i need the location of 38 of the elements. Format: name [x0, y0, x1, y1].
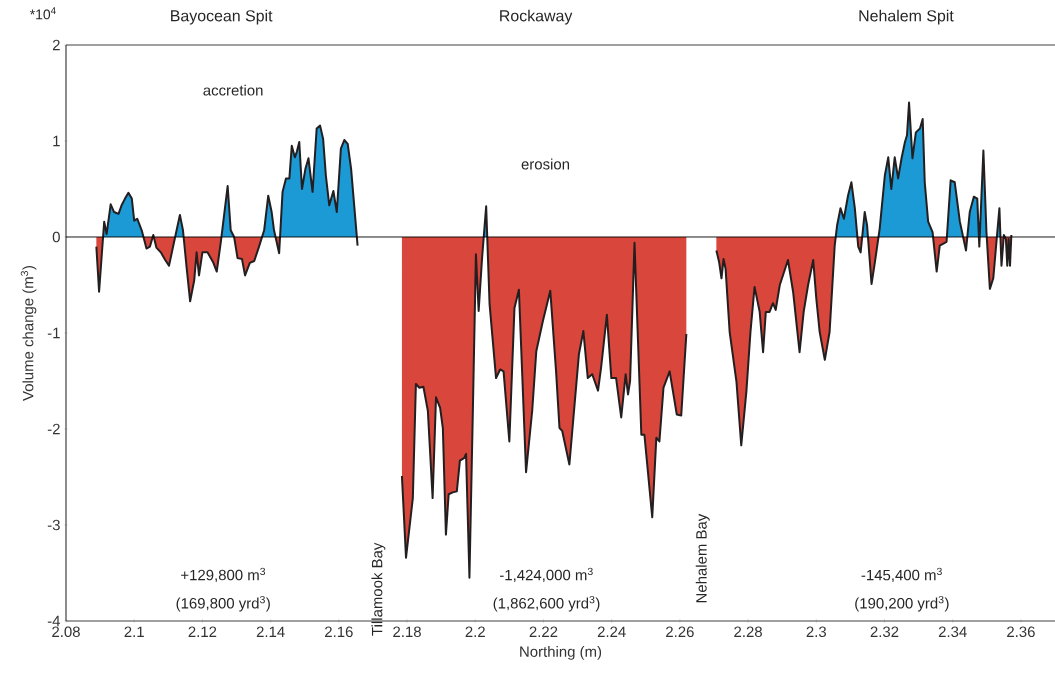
text: *10$^{4}$	[29, 7, 56, 20]
text: Rockaway	[500, 9, 573, 25]
x-tick-label: 2.1	[124, 626, 144, 637]
y-tick-label: -4	[47, 615, 61, 627]
text: Bayocean Spit	[171, 9, 273, 25]
annotation: (1,862,600 yrd$^{3}$)	[493, 595, 600, 612]
y-tick-label: -1	[47, 327, 60, 339]
x-tick-label: 2.26	[666, 626, 694, 638]
x-tick-label: 2.22	[529, 626, 558, 637]
x-axis-title: Northing (m)	[520, 645, 602, 660]
x-tick-label: 2.08	[52, 626, 80, 638]
x-tick-label: 2.2	[465, 626, 485, 637]
annotation: (169,800 yrd$^{3}$)	[176, 595, 270, 612]
x-tick-label: 2.16	[325, 626, 353, 638]
y-axis-title: Volume change (m$^{3}$)	[20, 265, 37, 401]
annotation: accretion	[203, 84, 263, 96]
x-tick-label: 2.28	[734, 626, 762, 638]
text: Nehalem Spit	[859, 9, 954, 25]
y-tick-label: -3	[47, 519, 60, 531]
x-tick-label: 2.34	[938, 626, 967, 638]
x-tick-label: 2.3	[806, 626, 827, 638]
x-tick-label: 2.18	[393, 626, 421, 638]
annotation: +129,800 m$^{3}$	[181, 567, 266, 583]
annotation: (190,200 yrd$^{3}$)	[855, 595, 949, 612]
x-tick-label: 2.12	[188, 626, 217, 637]
annotation: Nehalem Bay	[695, 513, 710, 603]
annotation: -145,400 m$^{3}$	[861, 567, 942, 583]
x-tick-label: 2.36	[1007, 626, 1035, 638]
y-tick-label: 0	[52, 231, 60, 243]
y-tick-label: 1	[53, 135, 60, 147]
annotation: erosion	[521, 158, 570, 170]
x-tick-label: 2.32	[870, 626, 899, 638]
x-tick-label: 2.24	[597, 626, 626, 637]
annotation: Tillamook Bay	[371, 542, 386, 636]
y-tick-label: 2	[52, 39, 60, 51]
x-tick-label: 2.14	[256, 626, 285, 637]
y-tick-label: -2	[47, 423, 60, 435]
annotation: -1,424,000 m$^{3}$	[499, 567, 593, 583]
